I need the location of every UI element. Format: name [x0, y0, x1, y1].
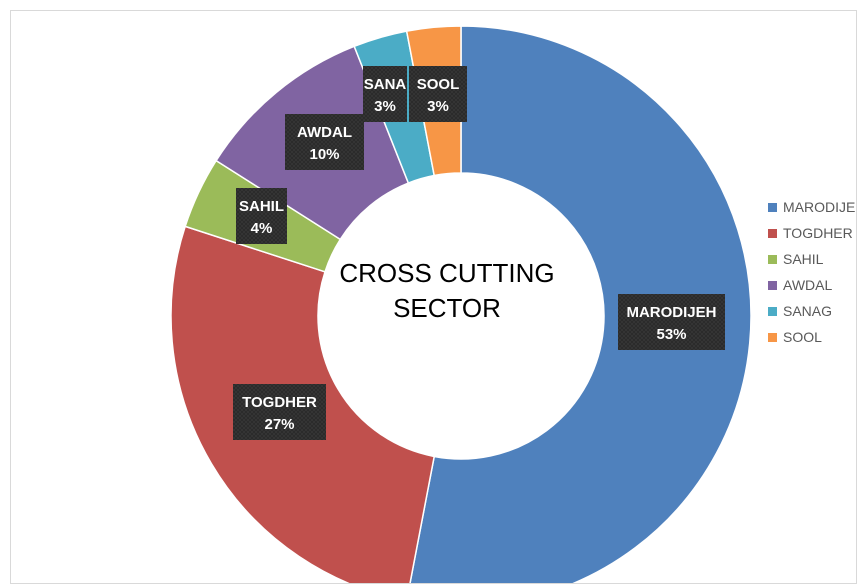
legend-swatch: [768, 280, 777, 290]
data-label-name: MARODIJEH: [626, 304, 716, 321]
legend-item-togdher: TOGDHER: [768, 220, 856, 246]
center-title-line-1: CROSS CUTTING: [339, 258, 554, 288]
legend-label: SOOL: [783, 329, 822, 345]
legend-swatch: [768, 332, 777, 342]
chart-frame: CROSS CUTTING SECTOR MARODIJEH 53% TOGDHER…: [10, 10, 857, 584]
data-label-percent: 4%: [251, 220, 273, 237]
data-label-percent: 27%: [264, 416, 294, 433]
data-label-sahil: SAHIL 4%: [236, 188, 287, 244]
legend-swatch: [768, 254, 777, 264]
data-label-box: [409, 66, 467, 122]
data-label-awdal: AWDAL 10%: [285, 114, 364, 170]
legend-label: AWDAL: [783, 277, 833, 293]
legend-label: SAHIL: [783, 251, 824, 267]
slice-marodijeh: [409, 25, 752, 583]
data-label-box: [618, 294, 725, 350]
data-labels-group: MARODIJEH 53% TOGDHER 27% SAHIL 4% AWDAL 10% SAN…: [233, 66, 725, 440]
data-label-percent: 10%: [309, 146, 339, 163]
legend-item-sool: SOOL: [768, 324, 856, 350]
legend-swatch: [768, 306, 777, 316]
data-label-percent: 3%: [427, 98, 449, 115]
data-label-name: SANA: [364, 76, 407, 93]
data-label-percent: 3%: [374, 98, 396, 115]
data-label-box: [233, 384, 326, 440]
legend-item-awdal: AWDAL: [768, 272, 856, 298]
data-label-box: [363, 66, 407, 122]
legend-swatch: [768, 228, 777, 238]
data-label-percent: 53%: [656, 326, 686, 343]
data-label-sanag: SANA 3%: [363, 66, 407, 122]
data-label-togdher: TOGDHER 27%: [233, 384, 326, 440]
data-label-name: AWDAL: [297, 124, 352, 141]
legend-label: TOGDHER: [783, 225, 853, 241]
legend-item-sanag: SANAG: [768, 298, 856, 324]
data-label-box: [285, 114, 364, 170]
data-label-name: SOOL: [417, 76, 460, 93]
legend-item-sahil: SAHIL: [768, 246, 856, 272]
center-title-line-2: SECTOR: [393, 293, 501, 323]
center-title: CROSS CUTTING SECTOR: [339, 258, 554, 323]
data-label-marodijeh: MARODIJEH 53%: [618, 294, 725, 350]
legend-item-marodijeh: MARODIJEH: [768, 194, 856, 220]
legend-label: SANAG: [783, 303, 833, 319]
data-label-name: SAHIL: [239, 198, 284, 215]
legend-swatch: [768, 202, 777, 212]
data-label-box: [236, 188, 287, 244]
legend: MARODIJEH TOGDHER SAHIL AWDAL SANAG SOOL: [768, 194, 856, 350]
donut-chart: CROSS CUTTING SECTOR MARODIJEH 53% TOGDHER…: [170, 25, 752, 583]
data-label-sool: SOOL 3%: [409, 66, 467, 122]
legend-label: MARODIJEH: [783, 199, 856, 215]
data-label-name: TOGDHER: [242, 394, 317, 411]
